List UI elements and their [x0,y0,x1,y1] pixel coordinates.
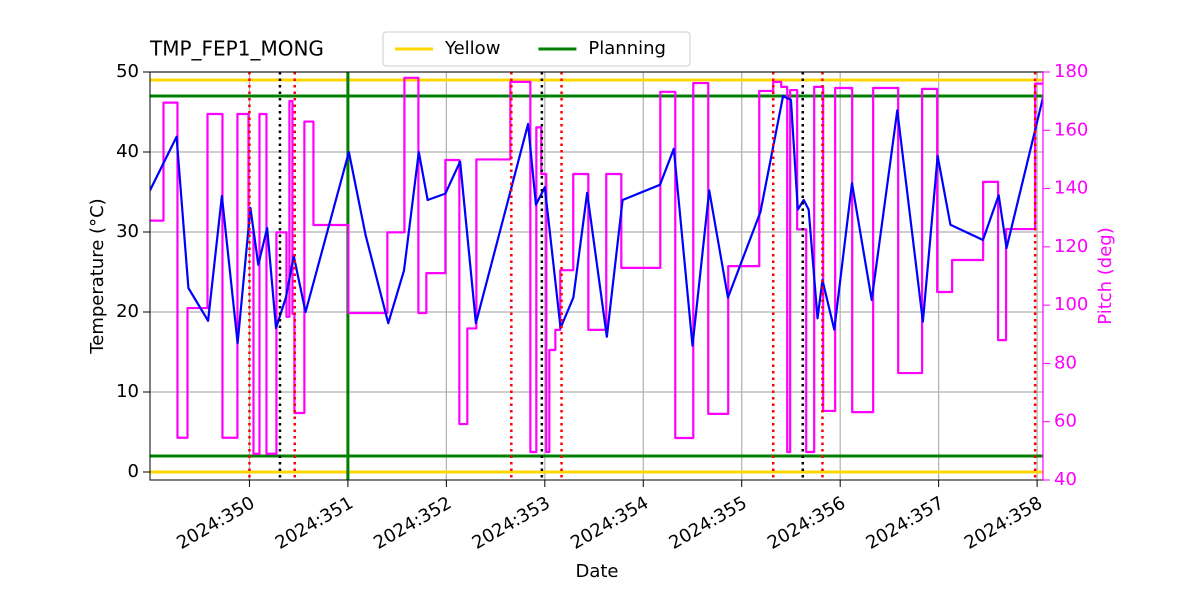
y-tick-label: 50 [116,61,139,82]
legend-box [382,31,691,67]
plot-area [150,72,1043,480]
y-tick-label: 0 [128,461,139,482]
y-tick-label: 40 [116,141,139,162]
y2-tick-label: 60 [1054,411,1077,432]
y-tick-label: 30 [116,221,139,242]
y-axis-label: Temperature (°C) [87,198,108,354]
legend-label: Yellow [444,38,500,59]
y2-tick-label: 40 [1054,469,1077,490]
legend-label: Planning [588,38,666,59]
data-line [150,94,1043,347]
y2-axis-label: Pitch (deg) [1095,227,1116,325]
y2-tick-label: 160 [1054,119,1088,140]
y2-tick-label: 140 [1054,178,1088,199]
chart-title: TMP_FEP1_MONG [149,37,324,61]
y2-tick-label: 180 [1054,61,1088,82]
y2-tick-label: 80 [1054,352,1077,373]
y-tick-label: 20 [116,301,139,322]
y-tick-label: 10 [116,381,139,402]
y2-tick-label: 120 [1054,236,1088,257]
data-line [150,76,1043,455]
y2-tick-label: 100 [1054,294,1088,315]
x-axis-label: Date [575,561,618,582]
